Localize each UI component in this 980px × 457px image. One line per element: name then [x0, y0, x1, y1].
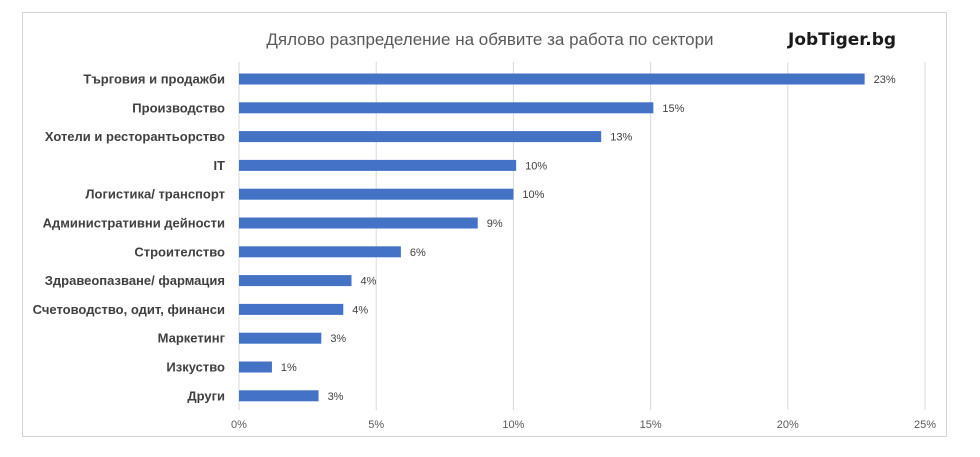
bar [239, 217, 478, 229]
data-label: 1% [281, 362, 297, 374]
category-label: Изкуство [166, 360, 225, 375]
bar [239, 246, 401, 258]
bars [239, 73, 865, 402]
category-label: Други [187, 388, 225, 403]
category-label: Логистика/ транспорт [85, 187, 225, 202]
category-label: Здравеопазване/ фармация [45, 273, 225, 288]
x-tick-label: 15% [640, 419, 662, 431]
bar [239, 303, 344, 315]
x-tick-label: 0% [231, 419, 247, 431]
data-label: 10% [522, 189, 544, 201]
brand-logo: JobTiger.bg [788, 30, 897, 50]
bar [239, 102, 654, 114]
bar [239, 73, 865, 85]
category-label: Строителство [134, 244, 225, 259]
data-label: 23% [874, 74, 896, 86]
data-label: 10% [525, 160, 547, 172]
category-label: Производство [132, 100, 225, 115]
category-label: Маркетинг [158, 331, 226, 346]
x-tick-label: 20% [777, 419, 799, 431]
category-label: IT [213, 158, 225, 173]
bar [239, 131, 602, 143]
data-label: 13% [610, 132, 632, 144]
data-label: 4% [352, 304, 368, 316]
labels: 0% 5% 10% 15% 20% 25% Търговия и продажби 23% Пр… [33, 72, 937, 432]
data-label: 9% [487, 218, 503, 230]
data-label: 3% [328, 391, 344, 403]
bar [239, 390, 319, 402]
bar [239, 159, 517, 171]
bar [239, 361, 272, 373]
data-label: 15% [662, 103, 684, 115]
x-tick-label: 5% [368, 419, 384, 431]
bar [239, 188, 514, 200]
grid-lines [238, 62, 926, 410]
category-label: Хотели и ресторантьорство [45, 129, 225, 144]
category-label: Счетоводство, одит, финанси [33, 302, 225, 317]
chart-title: Дялово разпределение на обявите за работ… [266, 30, 714, 49]
bar [239, 332, 322, 344]
x-tick-label: 10% [502, 419, 524, 431]
data-label: 6% [410, 247, 426, 259]
data-label: 4% [361, 276, 377, 288]
data-label: 3% [330, 333, 346, 345]
x-tick-label: 25% [914, 419, 936, 431]
category-label: Административни дейности [43, 216, 225, 231]
category-label: Търговия и продажби [83, 72, 225, 87]
bar [239, 275, 352, 287]
